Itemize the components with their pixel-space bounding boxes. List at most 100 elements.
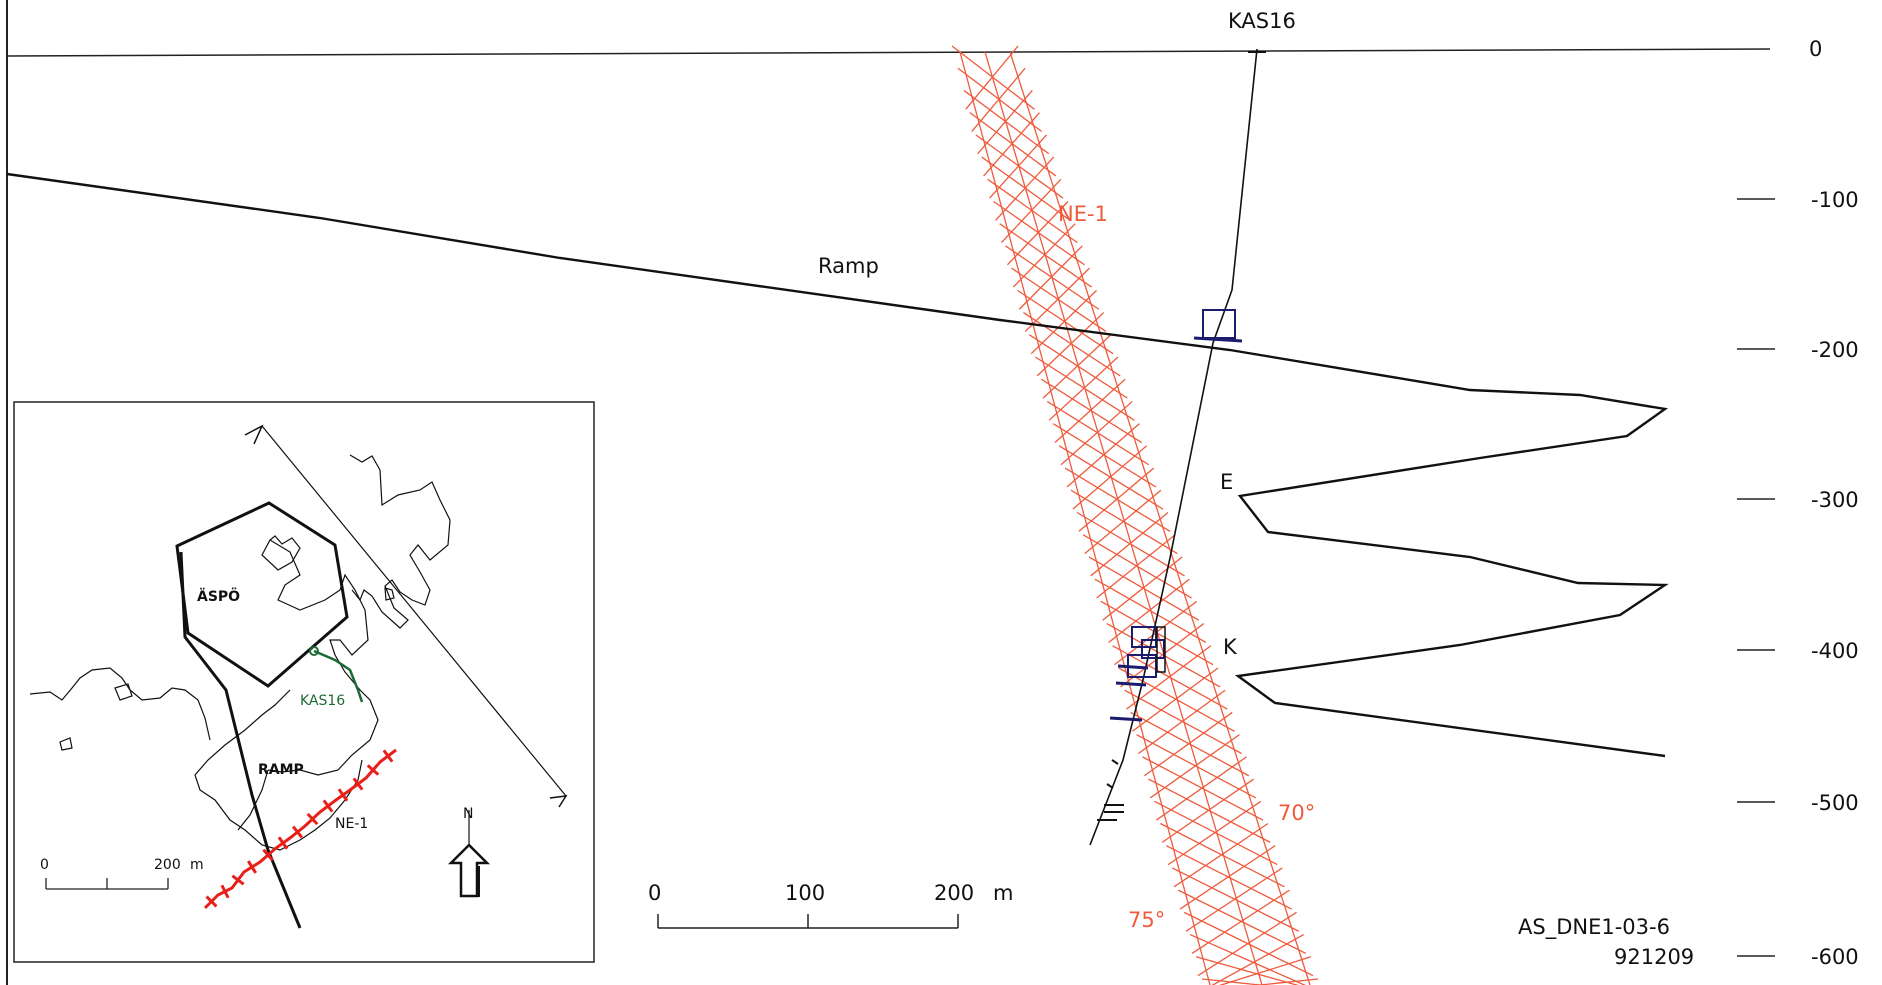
zone-hatch-line: [1185, 867, 1283, 932]
zone-hatch-line: [1191, 889, 1290, 955]
zone-hatch-line: [1046, 400, 1150, 466]
coastline-islet: [384, 587, 395, 601]
ground-surface-line: [6, 48, 1771, 57]
inset-zone-tick: [205, 895, 218, 908]
zone-hatch-line: [1211, 934, 1305, 985]
scale-label-0: 0: [648, 881, 661, 905]
zone-hatch-line: [1136, 734, 1257, 799]
north-label: N: [463, 806, 473, 822]
zone-hatch-line: [1161, 778, 1255, 843]
inset-ne1-zone-ticks: [205, 749, 394, 908]
borehole-marker: [1117, 664, 1149, 670]
zone-hatch-line: [1018, 245, 1083, 310]
zone-hatch-line: [1034, 356, 1135, 421]
coastline-islet: [59, 737, 73, 751]
inset-map: ÄSPÖ KAS16 RAMP NE-1 N 0 200 m: [13, 401, 595, 963]
north-arrow-icon: [447, 843, 491, 898]
zone-hatch-line: [1054, 378, 1126, 444]
borehole-trace: [1089, 48, 1258, 846]
inset-borehole-collar: [309, 646, 319, 656]
zone-hatch-line: [989, 134, 1048, 199]
depth-label: -200: [1811, 338, 1859, 362]
inset-scale-label-200: 200: [154, 857, 181, 873]
inset-zone-tick: [247, 860, 257, 874]
zone-hatch-line: [951, 45, 1035, 110]
zone-hatch-line: [1094, 578, 1207, 644]
depth-axis: [1737, 198, 1775, 957]
zone-hatch-line: [1124, 689, 1242, 755]
section-arrow-se: [549, 795, 568, 808]
ramp-level-e-label: E: [1220, 470, 1233, 494]
zone-hatch-line: [987, 178, 1078, 244]
inset-coastline: [29, 454, 451, 851]
zone-hatch-line: [1143, 711, 1233, 777]
zone-hatch-line: [1070, 489, 1178, 555]
zone-hatch-line: [1029, 334, 1128, 399]
coastline-inlet: [237, 769, 269, 831]
ne1-zone-hatch: [951, 45, 1319, 985]
inset-scale-label-unit: m: [190, 857, 204, 873]
zone-hatch-line: [1167, 800, 1262, 866]
zone-hatch-line: [1108, 578, 1190, 643]
zone-hatch-line: [1082, 534, 1192, 599]
zone-hatch-line: [1218, 956, 1312, 985]
zone-hatch-line: [1040, 378, 1142, 444]
zone-hatch-line: [1149, 734, 1240, 799]
inset-ramp-line: [179, 551, 302, 929]
zone-hatch-line: [1052, 423, 1157, 488]
zone-hatch-line: [1112, 645, 1228, 710]
scale-label-unit: m: [993, 881, 1013, 905]
zone-hatch-line: [1042, 334, 1112, 399]
zone-hatch-line: [1012, 223, 1076, 288]
ramp-line: [6, 172, 1669, 758]
depth-label: -300: [1811, 488, 1859, 512]
inset-borehole-label: KAS16: [300, 693, 345, 709]
north-arrow: N: [447, 806, 491, 898]
inset-zone-tick: [337, 788, 349, 802]
inset-zone-tick: [382, 749, 394, 763]
zone-hatch-line: [1076, 511, 1185, 577]
scale-label-200: 200: [934, 881, 974, 905]
inset-zone-label: NE-1: [335, 816, 368, 832]
inset-zone-tick: [277, 836, 289, 850]
zone-hatch-line: [1177, 889, 1307, 955]
zone-hatch-line: [1130, 711, 1250, 777]
zone-hatch-line: [977, 90, 1033, 155]
drawing-id: AS_DNE1-03-6: [1518, 915, 1670, 940]
zone-label: NE-1: [1058, 202, 1108, 226]
zone-hatch-line: [1137, 689, 1226, 755]
zone-hatch-line: [1165, 845, 1292, 910]
borehole-marker: [1193, 336, 1243, 343]
inset-map-frame: [13, 401, 595, 963]
zone-hatch-line: [999, 223, 1093, 288]
zone-hatch-line: [1253, 978, 1319, 985]
zone-hatch-line: [1036, 312, 1105, 377]
coastline-islet: [261, 535, 301, 571]
zone-hatch-line: [1102, 556, 1183, 621]
dip-angle-75-label: 75°: [1128, 908, 1165, 932]
zone-hatch-line: [981, 156, 1071, 221]
zone-hatch-line: [1084, 489, 1162, 555]
zone-hatch-line: [995, 156, 1055, 221]
zone-boundary: [984, 51, 1263, 985]
zone-hatch-line: [975, 134, 1064, 199]
zone-hatch-line: [1118, 667, 1235, 732]
zone-hatch-line: [1090, 511, 1169, 577]
borehole-box: [1141, 639, 1165, 659]
zone-hatch-line: [1017, 289, 1114, 355]
inset-zone-tick: [366, 764, 380, 776]
inset-zone-tick: [352, 777, 364, 791]
zone-hatch-line: [1078, 467, 1155, 532]
borehole-label: KAS16: [1228, 9, 1296, 33]
zone-hatch-line: [1066, 423, 1140, 488]
borehole-packer: [1156, 626, 1166, 673]
dip-angle-70-label: 70°: [1278, 801, 1315, 825]
zone-hatch-line: [1058, 445, 1164, 510]
depth-label: -600: [1811, 945, 1859, 969]
borehole-box: [1202, 309, 1236, 339]
zone-hatch-line: [1142, 756, 1264, 821]
zone-hatch-line: [1197, 911, 1297, 977]
zone-hatch-line: [957, 67, 1043, 133]
coastline-aspo-east: [267, 539, 379, 776]
